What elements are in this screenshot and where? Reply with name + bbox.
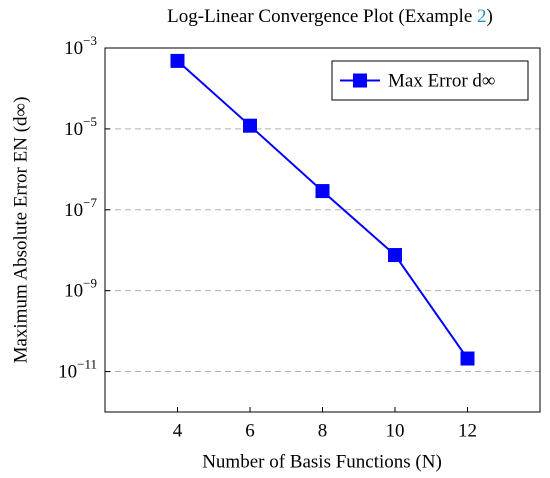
y-tick-label: 10−5 xyxy=(64,114,97,140)
x-tick-label: 8 xyxy=(318,420,328,441)
x-tick-label: 12 xyxy=(458,420,477,441)
point xyxy=(243,118,257,133)
plot-frame xyxy=(104,47,541,413)
x-tick-label: 6 xyxy=(245,420,255,441)
x-axis-label: Number of Basis Functions (N) xyxy=(202,451,442,472)
y-tick-label: 10−11 xyxy=(58,357,97,383)
point xyxy=(460,351,475,366)
legend-label: Max Error d∞ xyxy=(388,70,495,91)
point xyxy=(170,53,185,68)
y-tick-label: 10−9 xyxy=(64,276,97,302)
y-tick-label: 10−3 xyxy=(64,33,97,59)
y-axis-label: Maximum Absolute Error EN (d∞) xyxy=(10,97,31,364)
legend-marker xyxy=(353,73,367,88)
x-tick-label: 4 xyxy=(173,420,183,441)
chart-title: Log-Linear Convergence Plot (Example 2) xyxy=(167,6,493,27)
point xyxy=(315,184,330,199)
point xyxy=(388,248,402,263)
x-tick-label: 10 xyxy=(386,420,405,441)
y-tick-label: 10−7 xyxy=(64,195,97,221)
